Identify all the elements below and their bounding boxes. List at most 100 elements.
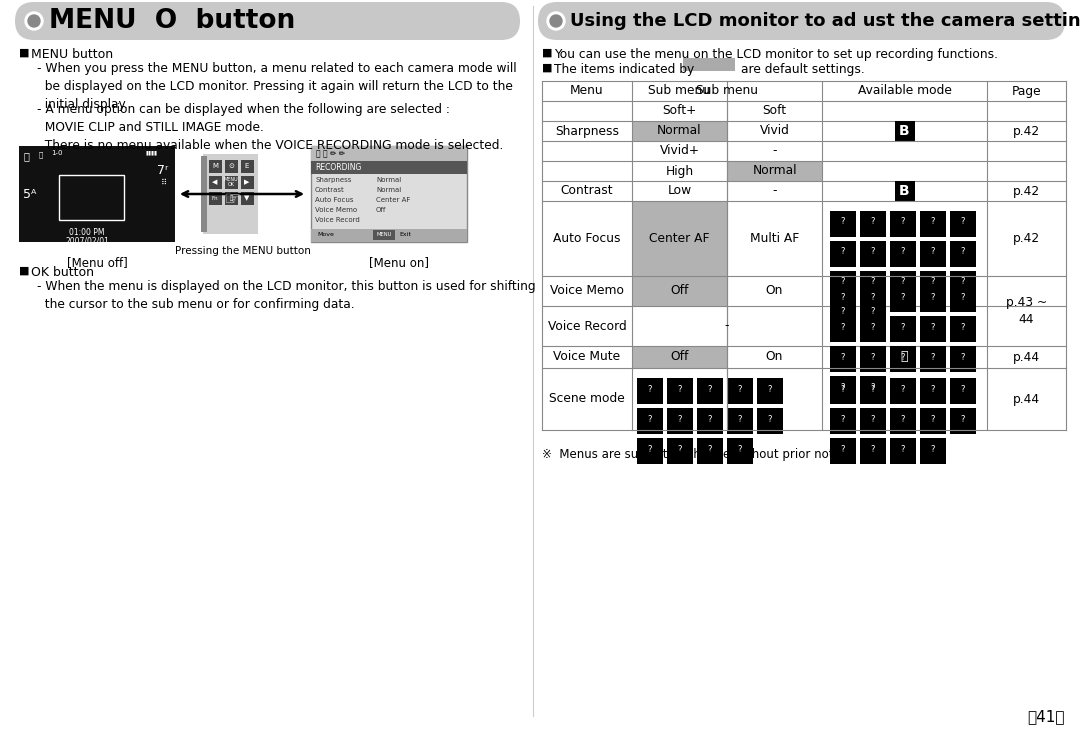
Bar	[920, 241, 946, 267]
Bar	[632, 346, 727, 368]
Text: ?: ?	[931, 415, 935, 424]
Bar	[225, 176, 238, 189]
Bar	[373, 230, 395, 240]
Text: ?: ?	[707, 445, 712, 454]
Bar	[860, 271, 886, 297]
Text: Contrast: Contrast	[315, 187, 345, 193]
Text: ⊙: ⊙	[228, 163, 234, 169]
Bar	[860, 408, 886, 434]
Text: ?: ?	[840, 218, 846, 227]
Text: 〈41〉: 〈41〉	[1027, 709, 1065, 724]
Text: ?: ?	[931, 248, 935, 257]
Text: ☞: ☞	[222, 190, 241, 209]
Bar	[19, 146, 175, 242]
Bar	[637, 378, 663, 404]
Text: ?: ?	[738, 445, 742, 454]
Bar	[894, 347, 915, 367]
Text: ?: ?	[870, 445, 875, 454]
Text: Auto Focus: Auto Focus	[315, 197, 353, 203]
Text: p.42: p.42	[1013, 232, 1040, 245]
Text: ⠿: ⠿	[161, 178, 167, 187]
Bar	[890, 211, 916, 237]
Text: Soft: Soft	[762, 104, 786, 118]
Text: ?: ?	[840, 292, 846, 301]
Text: ?: ?	[678, 384, 683, 393]
Text: Move: Move	[318, 233, 334, 237]
Text: You can use the menu on the LCD monitor to set up recording functions.: You can use the menu on the LCD monitor …	[554, 48, 998, 61]
Bar	[201, 156, 207, 232]
Bar	[727, 378, 753, 404]
Text: 🔲: 🔲	[24, 151, 30, 161]
Circle shape	[28, 15, 40, 27]
Text: E: E	[245, 163, 249, 169]
Bar	[727, 438, 753, 464]
Text: ?: ?	[870, 278, 875, 286]
Text: ■: ■	[19, 266, 29, 276]
Text: B: B	[900, 184, 909, 198]
Text: Fn: Fn	[212, 195, 218, 201]
Bar	[757, 408, 783, 434]
Text: Voice Memo: Voice Memo	[550, 284, 624, 298]
Text: ▮▮▮▮: ▮▮▮▮	[145, 150, 157, 155]
Text: [Menu on]: [Menu on]	[369, 256, 429, 269]
Text: ?: ?	[931, 278, 935, 286]
Text: 01:00 PM: 01:00 PM	[69, 228, 105, 237]
Bar	[831, 211, 856, 237]
Text: ?: ?	[961, 384, 966, 393]
Bar	[860, 241, 886, 267]
Bar	[950, 346, 976, 372]
Bar	[241, 192, 254, 205]
Text: The items indicated by: The items indicated by	[554, 63, 694, 76]
Bar	[241, 160, 254, 173]
Text: ?: ?	[901, 248, 905, 257]
Text: ?: ?	[870, 248, 875, 257]
FancyBboxPatch shape	[15, 2, 519, 40]
Text: On: On	[766, 284, 783, 298]
Text: ?: ?	[678, 415, 683, 424]
Text: ?: ?	[738, 415, 742, 424]
Text: 7ʳ: 7ʳ	[157, 164, 168, 177]
Bar	[632, 276, 727, 306]
Text: ?: ?	[840, 445, 846, 454]
Text: Sub menu: Sub menu	[696, 84, 758, 98]
Text: - When the menu is displayed on the LCD monitor, this button is used for shiftin: - When the menu is displayed on the LCD …	[37, 280, 536, 311]
Bar	[950, 271, 976, 297]
Bar	[632, 121, 727, 141]
Bar	[894, 181, 915, 201]
Text: Exit: Exit	[399, 233, 410, 237]
Text: Voice Record: Voice Record	[315, 217, 360, 223]
Bar	[59, 175, 124, 220]
Bar	[697, 378, 723, 404]
Text: ?: ?	[648, 415, 652, 424]
Text: On: On	[766, 351, 783, 363]
Text: Off: Off	[376, 207, 387, 213]
Text: ?: ?	[961, 278, 966, 286]
Text: ■: ■	[542, 48, 553, 58]
Bar	[311, 229, 467, 242]
Bar	[667, 408, 693, 434]
Bar	[311, 146, 467, 162]
Text: Sharpness: Sharpness	[555, 125, 619, 137]
Text: ?: ?	[961, 353, 966, 362]
Text: ?: ?	[961, 248, 966, 257]
Text: ?: ?	[678, 445, 683, 454]
Bar	[920, 286, 946, 312]
Text: -: -	[772, 145, 777, 157]
Text: p.44: p.44	[1013, 392, 1040, 406]
Bar	[860, 378, 886, 404]
Bar	[860, 211, 886, 237]
Text: ?: ?	[870, 353, 875, 362]
Text: Soft+: Soft+	[662, 104, 697, 118]
Text: ?: ?	[901, 353, 905, 362]
Bar	[890, 241, 916, 267]
Text: Voice Record: Voice Record	[548, 319, 626, 333]
Text: Off: Off	[671, 351, 689, 363]
Bar	[860, 346, 886, 372]
Text: MENU
OK: MENU OK	[224, 177, 239, 187]
Bar	[920, 378, 946, 404]
Bar	[920, 271, 946, 297]
Text: p.42: p.42	[1013, 125, 1040, 137]
Text: ?: ?	[901, 384, 905, 393]
Bar	[950, 408, 976, 434]
Bar	[757, 378, 783, 404]
